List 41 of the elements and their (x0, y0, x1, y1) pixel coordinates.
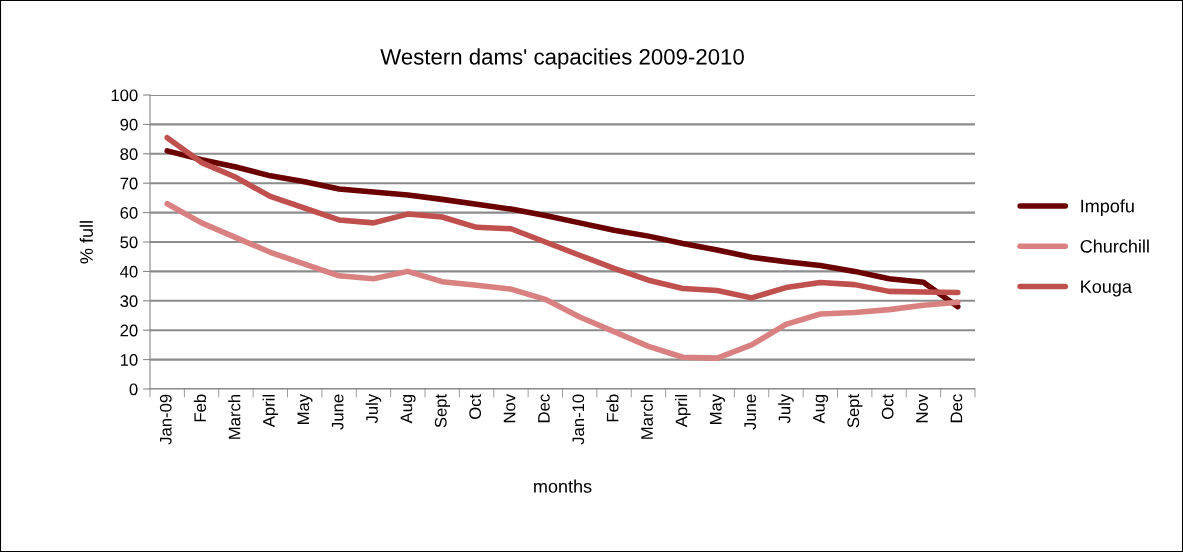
y-tick-label: 90 (120, 118, 138, 131)
x-tick-label: May (710, 393, 725, 424)
x-tick-label: March (640, 394, 653, 439)
y-tick-label: 100 (111, 89, 138, 102)
y-tick-label: 10 (120, 354, 138, 366)
x-tick-label: Jan-10 (572, 394, 585, 445)
x-tick-label: May (297, 393, 313, 424)
x-tick-label: March (228, 394, 241, 439)
x-tick-label: July (365, 393, 382, 424)
x-tick-label: Sept (847, 393, 863, 428)
x-tick-label: Nov (916, 393, 928, 423)
x-tick-label: Oct (881, 393, 894, 419)
y-tick-label: 50 (120, 236, 138, 249)
chart-title: Western dams' capacities 2009-2010 (380, 48, 744, 70)
x-tick-label: Jan-09 (159, 394, 172, 445)
x-tick-label: Dec (950, 394, 963, 423)
y-tick-label: 60 (120, 207, 138, 219)
y-tick-label: 80 (120, 148, 138, 160)
x-tick-label: Nov (503, 393, 516, 423)
x-tick-label: April (675, 394, 691, 428)
x-tick-label: July (778, 393, 794, 424)
y-tick-label: 70 (120, 177, 138, 190)
x-tick-label: Dec (538, 394, 550, 423)
x-tick-label: June (331, 394, 344, 430)
y-tick-label: 40 (120, 265, 138, 278)
x-tick-label: Aug (400, 394, 416, 424)
legend-label: Impofu (1081, 199, 1134, 216)
y-tick-label: 30 (120, 295, 138, 307)
x-tick-label: Feb (606, 394, 619, 422)
x-tick-label: Sept (434, 393, 450, 428)
y-tick-label: 20 (120, 324, 138, 337)
legend-label: Kouga (1081, 280, 1132, 297)
y-axis-title: % full (79, 221, 93, 264)
x-tick-label: Feb (193, 394, 207, 422)
x-tick-label: June (744, 394, 757, 430)
x-tick-label: April (262, 394, 279, 428)
x-tick-label: Oct (469, 393, 482, 419)
legend-label: Churchill (1080, 239, 1149, 253)
x-axis-title: months (534, 479, 592, 493)
y-tick-label: 0 (129, 383, 138, 396)
x-tick-label: Aug (813, 394, 829, 424)
